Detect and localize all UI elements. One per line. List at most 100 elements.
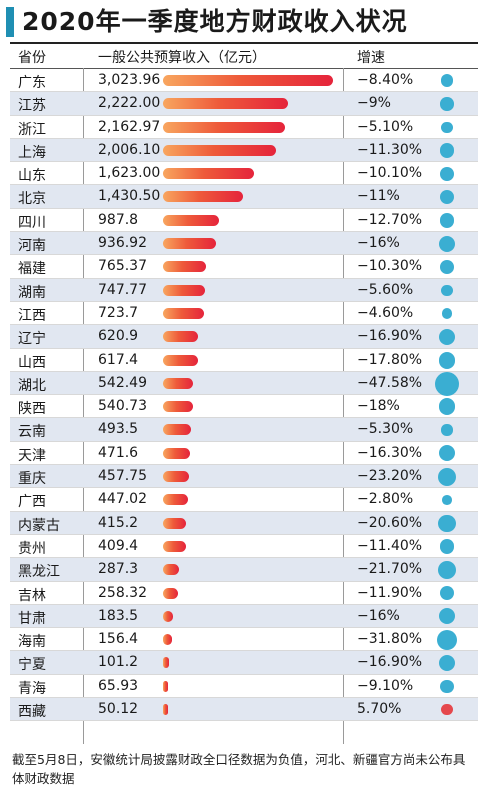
revenue-value: 409.4: [98, 537, 139, 554]
table-row: 四川 987.8 −12.70%: [10, 209, 478, 233]
table-row: 云南 493.5 −5.30%: [10, 418, 478, 442]
province-label: 山东: [18, 168, 46, 185]
table-row: 黑龙江 287.3 −21.70%: [10, 558, 478, 582]
growth-value: −11.90%: [357, 584, 423, 601]
revenue-value: 936.92: [98, 235, 147, 252]
revenue-value: 493.5: [98, 421, 139, 438]
province-label: 四川: [18, 214, 46, 231]
footnote: 截至5月8日，安徽统计局披露财政全口径数据为负值，河北、新疆官方尚未公布具体财政…: [12, 752, 466, 786]
growth-dot: [438, 235, 455, 252]
growth-dot: [436, 629, 458, 651]
province-label: 贵州: [18, 540, 46, 557]
growth-value: −20.60%: [357, 514, 423, 531]
province-label: 湖南: [18, 284, 46, 301]
growth-dot: [438, 328, 456, 346]
table-row: 江西 723.7 −4.60%: [10, 302, 478, 326]
province-label: 吉林: [18, 587, 46, 604]
growth-dot: [442, 495, 452, 505]
table-row: 重庆 457.75 −23.20%: [10, 465, 478, 489]
growth-dot: [438, 514, 456, 533]
growth-dot: [440, 97, 454, 111]
province-label: 上海: [18, 144, 46, 161]
province-label: 辽宁: [18, 331, 46, 348]
growth-dot: [435, 371, 459, 396]
growth-value: −11.30%: [357, 141, 423, 158]
revenue-value: 2,222.00: [98, 95, 161, 112]
revenue-bar: [163, 331, 198, 343]
table-body: 广东 3,023.96 −8.40% 江苏 2,222.00 −9% 浙江 2,162.97 −…: [10, 69, 478, 722]
revenue-bar: [163, 98, 288, 110]
revenue-value: 415.2: [98, 514, 139, 531]
province-label: 甘肃: [18, 610, 46, 627]
revenue-value: 617.4: [98, 351, 139, 368]
table-row: 山西 617.4 −17.80%: [10, 349, 478, 372]
revenue-value: 156.4: [98, 631, 139, 648]
growth-dot: [441, 308, 453, 320]
revenue-bar: [163, 610, 174, 622]
province-label: 浙江: [18, 121, 46, 138]
growth-value: −16.90%: [357, 328, 423, 345]
table-row: 青海 65.93 −9.10%: [10, 675, 478, 699]
revenue-bar: [163, 657, 169, 669]
title-area: 2020年一季度地方财政收入状况: [0, 0, 482, 42]
province-label: 宁夏: [18, 657, 46, 674]
growth-dot: [439, 190, 455, 205]
revenue-bar: [163, 587, 178, 599]
revenue-value: 540.73: [98, 398, 147, 415]
title-accent-bar: [6, 7, 14, 37]
growth-dot: [437, 467, 457, 486]
province-label: 西藏: [18, 704, 46, 721]
header-revenue: 一般公共预算收入（亿元）: [98, 50, 266, 66]
table-row: 浙江 2,162.97 −5.10%: [10, 116, 478, 139]
table-row: 广西 447.02 −2.80%: [10, 488, 478, 512]
revenue-bar: [163, 517, 187, 529]
growth-value: −8.40%: [357, 72, 414, 88]
growth-value: −10.10%: [357, 165, 423, 182]
growth-dot: [439, 213, 455, 228]
revenue-value: 258.32: [98, 584, 147, 601]
table-row: 河南 936.92 −16%: [10, 232, 478, 256]
growth-dot: [438, 560, 456, 579]
revenue-bar: [163, 424, 191, 436]
province-label: 海南: [18, 634, 46, 651]
table-row: 辽宁 620.9 −16.90%: [10, 325, 478, 349]
revenue-value: 287.3: [98, 561, 139, 578]
table-row: 西藏 50.12 5.70%: [10, 698, 478, 722]
revenue-bar: [163, 494, 189, 506]
revenue-value: 457.75: [98, 468, 147, 485]
growth-value: −16.90%: [357, 654, 423, 671]
table-row: 内蒙古 415.2 −20.60%: [10, 511, 478, 535]
province-label: 青海: [18, 680, 46, 697]
revenue-bar: [163, 540, 186, 552]
province-label: 云南: [18, 424, 46, 441]
revenue-value: 2,006.10: [98, 141, 161, 158]
growth-dot: [441, 703, 453, 716]
table-row: 湖北 542.49 −47.58%: [10, 371, 478, 396]
growth-dot: [441, 284, 453, 297]
growth-dot: [438, 608, 455, 625]
growth-value: −23.20%: [357, 468, 423, 485]
revenue-bar: [163, 191, 244, 203]
revenue-value: 447.02: [98, 491, 147, 508]
table-row: 宁夏 101.2 −16.90%: [10, 651, 478, 675]
province-label: 广西: [18, 494, 46, 511]
province-label: 天津: [18, 447, 46, 464]
column-divider: [343, 68, 344, 744]
growth-value: −18%: [357, 398, 400, 415]
province-label: 北京: [18, 191, 46, 208]
header-province: 省份: [18, 50, 46, 66]
revenue-bar: [163, 307, 204, 319]
revenue-bar: [163, 75, 333, 86]
table-row: 甘肃 183.5 −16%: [10, 604, 478, 629]
province-label: 湖北: [18, 377, 46, 394]
revenue-bar: [163, 168, 255, 180]
growth-dot: [438, 398, 456, 416]
revenue-value: 50.12: [98, 701, 139, 718]
table-row: 海南 156.4 −31.80%: [10, 628, 478, 652]
revenue-value: 183.5: [98, 607, 139, 624]
province-label: 江苏: [18, 98, 46, 115]
revenue-bar: [163, 680, 168, 692]
growth-dot: [440, 166, 454, 181]
growth-value: −31.80%: [357, 631, 423, 648]
